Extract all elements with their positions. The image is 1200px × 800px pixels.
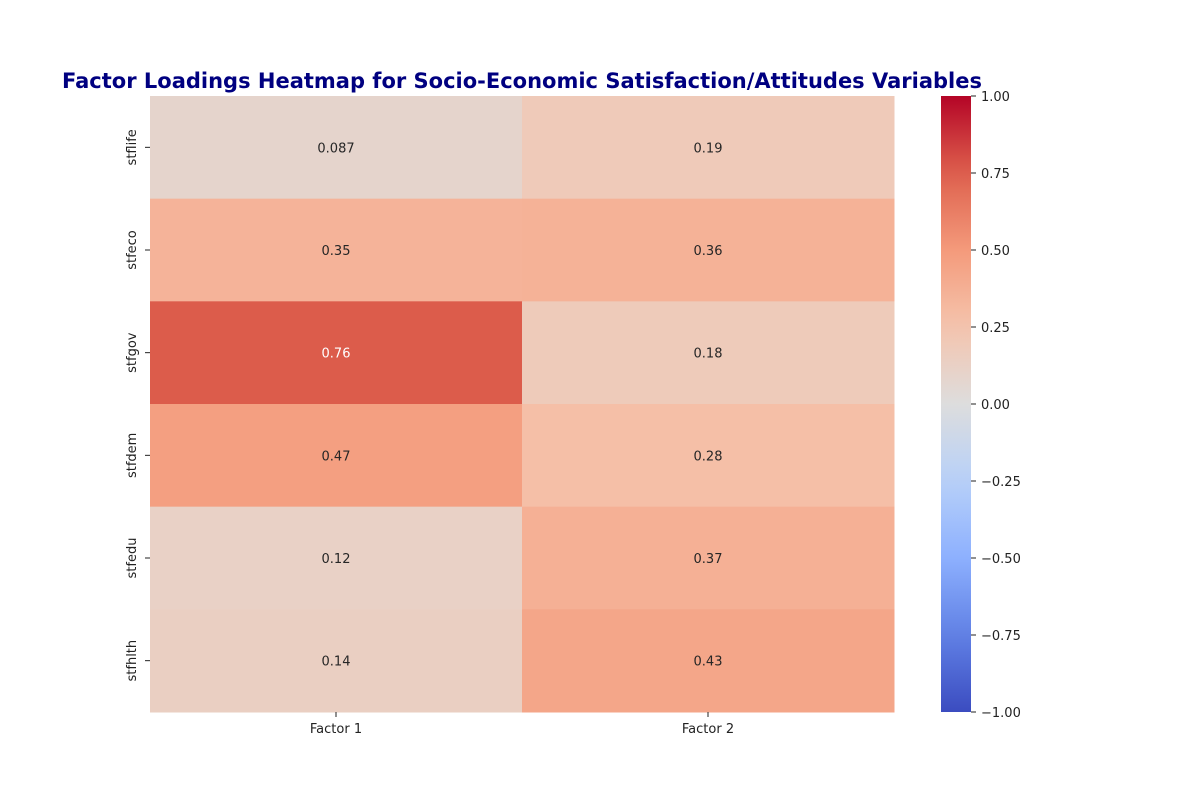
colorbar-tick-label: −0.25 xyxy=(981,475,1021,490)
cell-value-label: 0.47 xyxy=(322,449,351,464)
heatmap-cell-stfedu-1 xyxy=(150,506,523,610)
y-tick-label-stfhlth: stfhlth xyxy=(125,640,140,682)
heatmap-cells: 0.087 0.19 0.35 0.36 0.76 0.18 0.47 0.28 0.12 0.3… xyxy=(150,96,895,713)
heatmap-cell-stfgov-1 xyxy=(150,301,523,405)
cell-value-label: 0.76 xyxy=(322,347,351,362)
colorbar-tick-label: −0.75 xyxy=(981,629,1021,644)
heatmap-cell-stfdem-1 xyxy=(150,404,523,508)
x-tick-label-factor-2: Factor 2 xyxy=(682,722,734,737)
y-tick-label-stfedu: stfedu xyxy=(125,538,140,579)
heatmap-cell-stfedu-2 xyxy=(522,506,895,610)
heatmap-cell-stfhlth-2 xyxy=(522,609,895,713)
heatmap-cell-stfdem-2 xyxy=(522,404,895,508)
colorbar-tick-label: −0.50 xyxy=(981,552,1021,567)
colorbar: 1.00 0.75 0.50 0.25 0.00 −0.25 −0.50 −0.75 −1.00 xyxy=(941,90,1021,721)
y-axis: stflife stfeco stfgov stfdem stfedu stfhlth xyxy=(125,129,150,681)
colorbar-tick-label: −1.00 xyxy=(981,706,1021,721)
y-tick-label-stflife: stflife xyxy=(125,129,140,165)
cell-value-label: 0.37 xyxy=(694,552,723,567)
heatmap-cell-stflife-2 xyxy=(522,96,895,200)
colorbar-tick-label: 0.25 xyxy=(981,321,1010,336)
heatmap-cell-stfeco-1 xyxy=(150,198,523,302)
colorbar-tick-label: 0.50 xyxy=(981,244,1010,259)
colorbar-gradient xyxy=(941,96,971,712)
cell-value-label: 0.35 xyxy=(322,244,351,259)
colorbar-tick-label: 0.00 xyxy=(981,398,1010,413)
heatmap-cell-stfeco-2 xyxy=(522,198,895,302)
cell-value-label: 0.36 xyxy=(694,244,723,259)
heatmap-cell-stfgov-2 xyxy=(522,301,895,405)
y-tick-label-stfgov: stfgov xyxy=(125,332,140,373)
cell-value-label: 0.18 xyxy=(694,347,723,362)
x-tick-label-factor-1: Factor 1 xyxy=(310,722,362,737)
cell-value-label: 0.087 xyxy=(317,141,354,156)
colorbar-tick-label: 0.75 xyxy=(981,167,1010,182)
colorbar-tick-label: 1.00 xyxy=(981,90,1010,105)
cell-value-label: 0.28 xyxy=(694,449,723,464)
y-tick-label-stfeco: stfeco xyxy=(125,230,140,270)
chart-title: Factor Loadings Heatmap for Socio-Econom… xyxy=(62,69,982,93)
cell-value-label: 0.14 xyxy=(322,655,351,670)
y-tick-label-stfdem: stfdem xyxy=(125,433,140,478)
x-axis: Factor 1 Factor 2 xyxy=(310,712,734,737)
cell-value-label: 0.19 xyxy=(694,141,723,156)
heatmap-cell-stflife-1 xyxy=(150,96,523,200)
cell-value-label: 0.12 xyxy=(322,552,351,567)
cell-value-label: 0.43 xyxy=(694,655,723,670)
heatmap-cell-stfhlth-1 xyxy=(150,609,523,713)
